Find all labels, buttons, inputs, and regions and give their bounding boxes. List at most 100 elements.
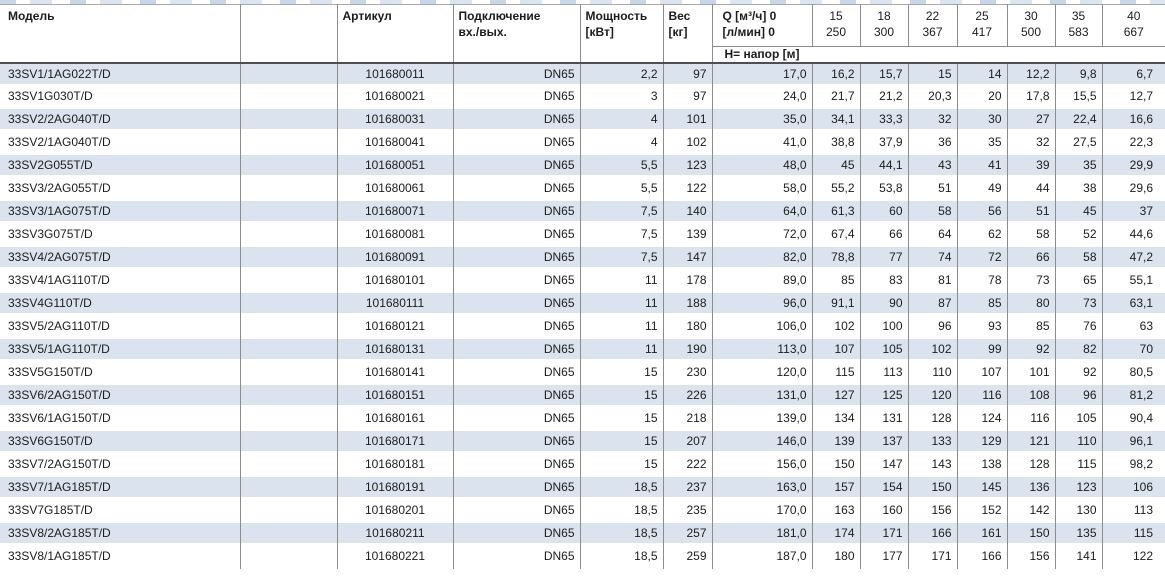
head-q0-cell: 41,0 bbox=[712, 132, 813, 155]
head-cell: 21,2 bbox=[860, 86, 909, 109]
column-header-flow-18: 18 300 bbox=[860, 4, 909, 47]
head-cell: 16,2 bbox=[812, 63, 861, 86]
column-header-empty bbox=[240, 4, 338, 64]
head-cell: 128 bbox=[1007, 454, 1056, 477]
model-cell: 33SV6/2AG150T/D bbox=[0, 385, 241, 408]
model-cell: 33SV6G150T/D bbox=[0, 431, 241, 454]
weight-cell: 235 bbox=[663, 500, 713, 523]
weight-cell: 122 bbox=[663, 178, 713, 201]
power-cell: 18,5 bbox=[580, 546, 664, 569]
head-cell: 93 bbox=[957, 316, 1008, 339]
flow-m3h-value: 35 bbox=[1071, 9, 1086, 23]
empty-cell bbox=[240, 224, 338, 247]
connection-cell: DN65 bbox=[453, 247, 581, 270]
head-cell: 49 bbox=[957, 178, 1008, 201]
head-cell: 15 bbox=[908, 63, 958, 86]
weight-cell: 101 bbox=[663, 109, 713, 132]
power-cell: 18,5 bbox=[580, 523, 664, 546]
head-cell: 58 bbox=[1055, 247, 1103, 270]
empty-cell bbox=[240, 385, 338, 408]
weight-label-line1: Вес bbox=[668, 9, 691, 23]
head-cell: 157 bbox=[812, 477, 861, 500]
head-cell: 125 bbox=[860, 385, 909, 408]
weight-cell: 102 bbox=[663, 132, 713, 155]
head-q0-cell: 24,0 bbox=[712, 86, 813, 109]
head-cell: 147 bbox=[860, 454, 909, 477]
head-cell: 80 bbox=[1007, 293, 1056, 316]
connection-cell: DN65 bbox=[453, 109, 581, 132]
power-cell: 15 bbox=[580, 362, 664, 385]
connection-cell: DN65 bbox=[453, 293, 581, 316]
model-cell: 33SV8/2AG185T/D bbox=[0, 523, 241, 546]
power-cell: 4 bbox=[580, 132, 664, 155]
table-row: 33SV1G030T/D 101680021 DN65 3 97 24,0 21,7 21,2… bbox=[0, 86, 1165, 109]
head-cell: 85 bbox=[957, 293, 1008, 316]
head-cell: 61,3 bbox=[812, 201, 861, 224]
head-cell: 76 bbox=[1055, 316, 1103, 339]
head-cell: 41 bbox=[957, 155, 1008, 178]
head-cell: 38,8 bbox=[812, 132, 861, 155]
article-cell: 101680201 bbox=[337, 500, 454, 523]
cropped-text-remnant bbox=[0, 0, 1165, 4]
table-row: 33SV5/2AG110T/D 101680121 DN65 11 180 106,0 10… bbox=[0, 316, 1165, 339]
head-cell: 91,1 bbox=[812, 293, 861, 316]
empty-cell bbox=[240, 477, 338, 500]
power-label-line1: Мощность bbox=[585, 9, 648, 23]
head-cell: 20 bbox=[957, 86, 1008, 109]
head-cell: 47,2 bbox=[1102, 247, 1165, 270]
head-q0-cell: 72,0 bbox=[712, 224, 813, 247]
power-cell: 7,5 bbox=[580, 224, 664, 247]
empty-cell bbox=[240, 500, 338, 523]
article-cell: 101680131 bbox=[337, 339, 454, 362]
power-cell: 18,5 bbox=[580, 500, 664, 523]
connection-cell: DN65 bbox=[453, 316, 581, 339]
table-row: 33SV2/2AG040T/D 101680031 DN65 4 101 35,0 34,1… bbox=[0, 109, 1165, 132]
head-cell: 85 bbox=[812, 270, 861, 293]
head-cell: 78,8 bbox=[812, 247, 861, 270]
empty-cell bbox=[240, 431, 338, 454]
head-cell: 92 bbox=[1007, 339, 1056, 362]
weight-cell: 139 bbox=[663, 224, 713, 247]
table-row: 33SV4/1AG110T/D 101680101 DN65 11 178 89,0 85 8… bbox=[0, 270, 1165, 293]
head-cell: 17,8 bbox=[1007, 86, 1056, 109]
head-cell: 135 bbox=[1055, 523, 1103, 546]
article-cell: 101680161 bbox=[337, 408, 454, 431]
table-row: 33SV7/1AG185T/D 101680191 DN65 18,5 237 163,0… bbox=[0, 477, 1165, 500]
head-cell: 63 bbox=[1102, 316, 1165, 339]
head-q0-cell: 163,0 bbox=[712, 477, 813, 500]
flow-lmin-value: 250 bbox=[825, 25, 847, 39]
column-header-flow-25: 25 417 bbox=[957, 4, 1008, 47]
flow-m3h-value: 18 bbox=[877, 9, 891, 23]
table-row: 33SV3G075T/D 101680081 DN65 7,5 139 72,0 67,4 6… bbox=[0, 224, 1165, 247]
table-row: 33SV7/2AG150T/D 101680181 DN65 15 222 156,0 15… bbox=[0, 454, 1165, 477]
weight-cell: 123 bbox=[663, 155, 713, 178]
head-cell: 29,9 bbox=[1102, 155, 1165, 178]
connection-cell: DN65 bbox=[453, 385, 581, 408]
head-cell: 100 bbox=[860, 316, 909, 339]
pump-spec-table: Модель Артикул Подключение вх./вых. Мощн… bbox=[0, 4, 1165, 569]
head-cell: 150 bbox=[908, 477, 958, 500]
head-cell: 27,5 bbox=[1055, 132, 1103, 155]
head-q0-cell: 131,0 bbox=[712, 385, 813, 408]
power-cell: 4 bbox=[580, 109, 664, 132]
head-cell: 113 bbox=[860, 362, 909, 385]
head-cell: 163 bbox=[812, 500, 861, 523]
power-cell: 11 bbox=[580, 293, 664, 316]
table-row: 33SV4/2AG075T/D 101680091 DN65 7,5 147 82,0 78… bbox=[0, 247, 1165, 270]
power-cell: 7,5 bbox=[580, 247, 664, 270]
connection-cell: DN65 bbox=[453, 155, 581, 178]
head-cell: 115 bbox=[812, 362, 861, 385]
head-cell: 121 bbox=[1007, 431, 1056, 454]
model-cell: 33SV4/1AG110T/D bbox=[0, 270, 241, 293]
head-cell: 160 bbox=[860, 500, 909, 523]
head-cell: 66 bbox=[1007, 247, 1056, 270]
head-q0-cell: 139,0 bbox=[712, 408, 813, 431]
article-cell: 101680181 bbox=[337, 454, 454, 477]
head-q0-cell: 170,0 bbox=[712, 500, 813, 523]
head-q0-cell: 187,0 bbox=[712, 546, 813, 569]
article-cell: 101680021 bbox=[337, 86, 454, 109]
head-cell: 51 bbox=[908, 178, 958, 201]
head-q0-cell: 156,0 bbox=[712, 454, 813, 477]
head-cell: 55,2 bbox=[812, 178, 861, 201]
model-cell: 33SV5/2AG110T/D bbox=[0, 316, 241, 339]
